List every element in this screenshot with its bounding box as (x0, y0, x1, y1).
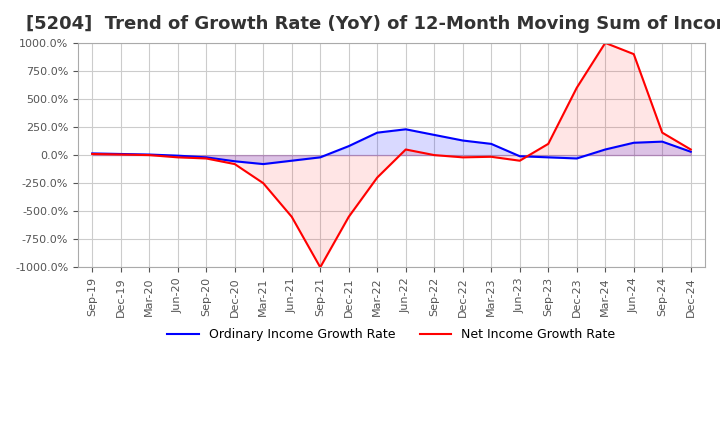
Net Income Growth Rate (287, 214, 296, 220)
Net Income Growth Rate (658, 130, 667, 135)
Net Income Growth Rate (572, 85, 581, 90)
Ordinary Income Growth Rate (658, 139, 667, 144)
Ordinary Income Growth Rate (88, 151, 96, 156)
Ordinary Income Growth Rate (316, 155, 325, 160)
Ordinary Income Growth Rate (544, 155, 552, 160)
Net Income Growth Rate (174, 155, 182, 160)
Net Income Growth Rate (402, 147, 410, 152)
Line: Net Income Growth Rate: Net Income Growth Rate (92, 43, 690, 268)
Net Income Growth Rate (686, 147, 695, 152)
Ordinary Income Growth Rate (117, 151, 125, 157)
Ordinary Income Growth Rate (601, 147, 610, 152)
Net Income Growth Rate (230, 161, 239, 167)
Net Income Growth Rate (516, 158, 524, 163)
Ordinary Income Growth Rate (373, 130, 382, 135)
Ordinary Income Growth Rate (402, 127, 410, 132)
Ordinary Income Growth Rate (572, 156, 581, 161)
Net Income Growth Rate (487, 154, 495, 159)
Ordinary Income Growth Rate (487, 141, 495, 147)
Ordinary Income Growth Rate (145, 152, 153, 157)
Net Income Growth Rate (544, 141, 552, 147)
Net Income Growth Rate (629, 51, 638, 57)
Net Income Growth Rate (117, 152, 125, 157)
Title: [5204]  Trend of Growth Rate (YoY) of 12-Month Moving Sum of Incomes: [5204] Trend of Growth Rate (YoY) of 12-… (26, 15, 720, 33)
Ordinary Income Growth Rate (629, 140, 638, 145)
Ordinary Income Growth Rate (686, 149, 695, 154)
Net Income Growth Rate (145, 152, 153, 158)
Ordinary Income Growth Rate (230, 159, 239, 164)
Ordinary Income Growth Rate (287, 158, 296, 163)
Net Income Growth Rate (259, 180, 268, 186)
Net Income Growth Rate (316, 265, 325, 270)
Ordinary Income Growth Rate (174, 153, 182, 158)
Net Income Growth Rate (88, 151, 96, 157)
Net Income Growth Rate (601, 40, 610, 45)
Net Income Growth Rate (459, 155, 467, 160)
Ordinary Income Growth Rate (259, 161, 268, 167)
Ordinary Income Growth Rate (516, 154, 524, 159)
Line: Ordinary Income Growth Rate: Ordinary Income Growth Rate (92, 129, 690, 164)
Net Income Growth Rate (430, 152, 438, 158)
Net Income Growth Rate (202, 156, 210, 161)
Ordinary Income Growth Rate (459, 138, 467, 143)
Net Income Growth Rate (373, 175, 382, 180)
Ordinary Income Growth Rate (344, 143, 353, 149)
Net Income Growth Rate (344, 214, 353, 220)
Ordinary Income Growth Rate (430, 132, 438, 138)
Ordinary Income Growth Rate (202, 155, 210, 160)
Legend: Ordinary Income Growth Rate, Net Income Growth Rate: Ordinary Income Growth Rate, Net Income … (163, 323, 621, 346)
